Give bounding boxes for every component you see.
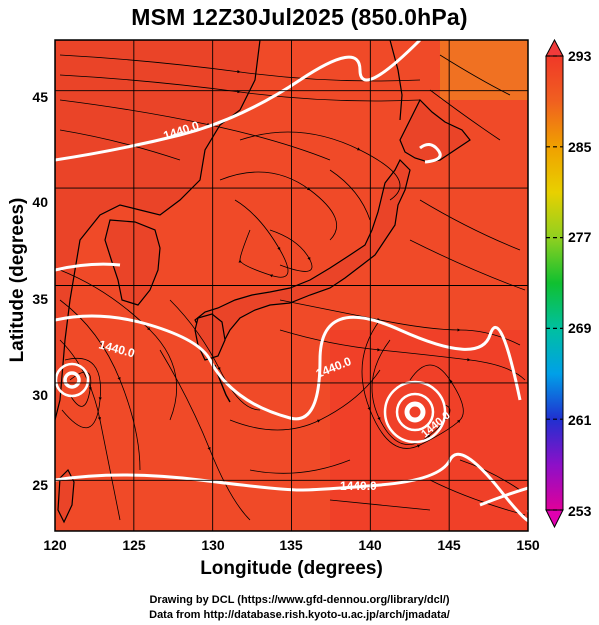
grid-lines [55, 40, 528, 531]
sakhalin-coast [389, 40, 403, 121]
typhoon-rings-east [383, 380, 447, 444]
chart-title: MSM 12Z30Jul2025 (850.0hPa) [131, 4, 468, 30]
height-contours [55, 40, 528, 523]
colorbar-tick-label: 261 [568, 412, 592, 428]
plot-frame [54, 39, 529, 532]
taiwan [57, 468, 75, 524]
credit-data: Data from http://database.rish.kyoto-u.a… [149, 609, 450, 621]
typhoon-rings-west [55, 362, 90, 398]
colorbar-top-arrow [545, 38, 564, 57]
colorbar-bottom-arrow [545, 509, 564, 529]
credit-drawing: Drawing by DCL (https://www.gfd-dennou.o… [149, 594, 450, 606]
hokkaido-contour [419, 143, 442, 164]
contour-label: 1440.0 [340, 479, 377, 493]
y-tick-label: 30 [32, 387, 48, 403]
y-axis-label: Latitude (degrees) [7, 197, 28, 363]
x-tick-label: 130 [201, 537, 225, 553]
y-tick-label: 40 [32, 194, 48, 210]
x-tick-label: 140 [358, 537, 382, 553]
colorbar [545, 38, 564, 529]
x-tick-label: 125 [122, 537, 146, 553]
colorbar-tick-label: 293 [568, 48, 592, 64]
colorbar-body [545, 55, 564, 511]
x-tick-label: 150 [516, 537, 540, 553]
mainland-coast [55, 40, 261, 421]
y-tick-label: 25 [32, 477, 48, 493]
x-tick-label: 120 [43, 537, 67, 553]
colorbar-tick-label: 285 [568, 139, 592, 155]
y-tick-label: 35 [32, 291, 48, 307]
colorbar-tick-label: 253 [568, 503, 592, 519]
korean-peninsula [104, 219, 161, 306]
x-tick-label: 145 [437, 537, 461, 553]
colorbar-tick-label: 269 [568, 320, 592, 336]
streamlines [59, 54, 526, 521]
y-tick-label: 45 [32, 89, 48, 105]
warm-patch-ne [440, 40, 528, 100]
x-tick-label: 135 [279, 537, 303, 553]
x-axis-label: Longitude (degrees) [200, 558, 383, 579]
colorbar-tick-label: 277 [568, 229, 592, 245]
